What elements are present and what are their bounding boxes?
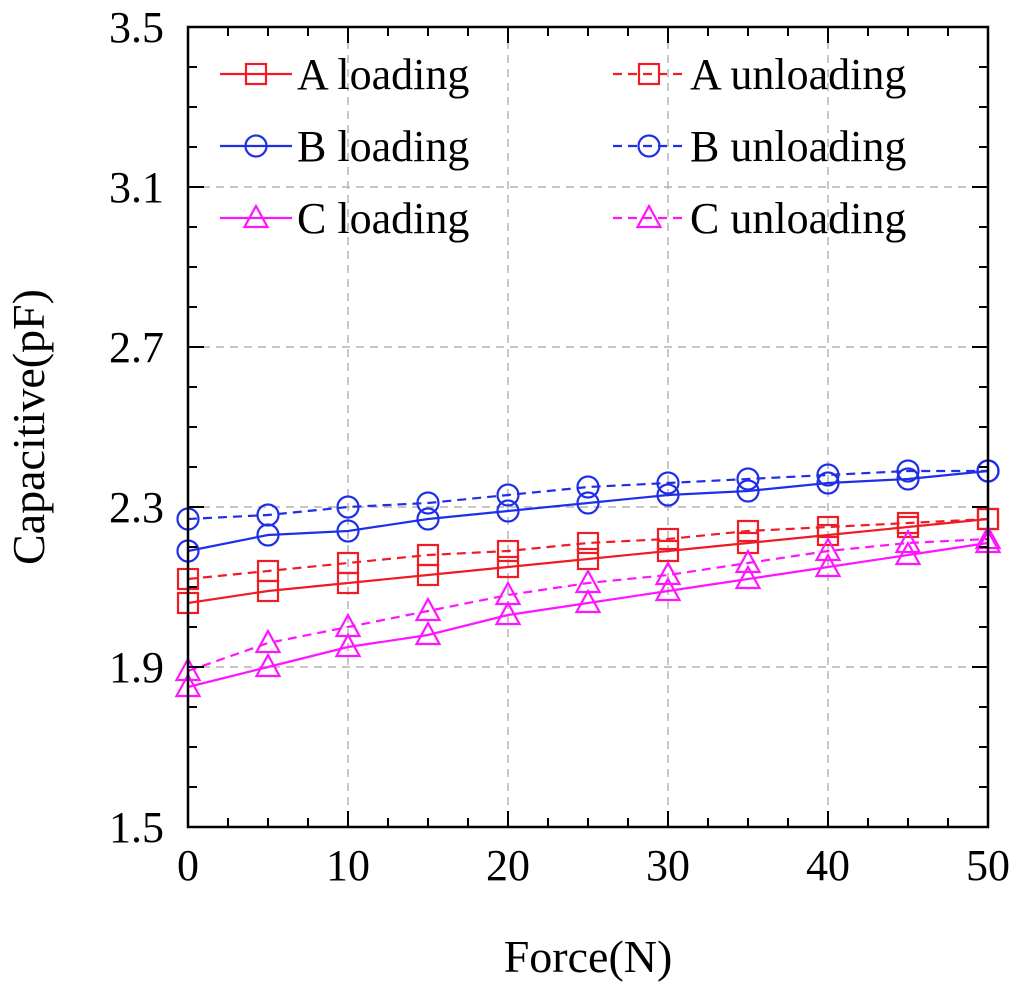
legend-item: A loading xyxy=(220,50,469,99)
series-layer xyxy=(174,459,1002,698)
data-point xyxy=(574,588,602,614)
legend-label: C loading xyxy=(297,194,469,243)
data-point xyxy=(334,632,362,658)
legend-marker xyxy=(242,203,270,229)
y-tick-label: 3.5 xyxy=(109,3,164,52)
y-tick-label: 2.7 xyxy=(109,323,164,372)
x-axis-title: Force(N) xyxy=(504,931,673,982)
series-line xyxy=(187,469,989,553)
legend-item: C unloading xyxy=(613,194,906,243)
data-point xyxy=(496,499,520,523)
series-line xyxy=(187,469,988,521)
x-tick-label: 40 xyxy=(806,841,850,890)
data-point xyxy=(896,467,920,491)
data-point xyxy=(494,600,522,626)
legend-marker xyxy=(637,134,661,158)
legend-label: B loading xyxy=(297,122,469,171)
data-point xyxy=(814,536,842,562)
data-point xyxy=(896,459,920,483)
y-tick-label: 2.3 xyxy=(109,483,164,532)
data-point xyxy=(496,483,520,507)
data-point xyxy=(736,479,760,503)
data-point xyxy=(336,551,360,575)
data-point xyxy=(496,539,520,563)
data-point xyxy=(336,519,360,543)
series-c-loading xyxy=(174,528,1002,698)
legend-marker xyxy=(244,62,268,86)
x-tick-label: 50 xyxy=(966,841,1010,890)
data-point xyxy=(736,467,760,491)
series-b-unloading xyxy=(176,459,1000,531)
data-point xyxy=(574,568,602,594)
data-point xyxy=(656,483,680,507)
data-point xyxy=(254,652,282,678)
legend-label: C unloading xyxy=(690,194,906,243)
data-point xyxy=(496,555,520,579)
legend-item: B loading xyxy=(220,122,469,171)
grid xyxy=(188,27,988,827)
data-point xyxy=(894,528,922,554)
legend-item: C loading xyxy=(220,194,469,243)
data-point xyxy=(814,552,842,578)
tick-labels: 0 10 20 30 40 50 1.5 1.9 2.3 2.7 3.1 3.5 xyxy=(109,3,1010,890)
data-point xyxy=(654,576,682,602)
series-line xyxy=(187,517,989,581)
legend-label: A unloading xyxy=(690,50,906,99)
y-tick-label: 1.5 xyxy=(109,803,164,852)
axes xyxy=(186,25,990,829)
data-point xyxy=(256,559,280,583)
legend-marker xyxy=(637,62,661,86)
data-point xyxy=(736,519,760,543)
data-point xyxy=(656,527,680,551)
series-a-unloading xyxy=(176,507,1000,591)
data-point xyxy=(576,531,600,555)
legend: A loading A unloading B loading B unloading… xyxy=(220,50,906,243)
legend-label: B unloading xyxy=(690,122,906,171)
data-point xyxy=(894,540,922,566)
data-point xyxy=(416,507,440,531)
data-point xyxy=(734,548,762,574)
data-point xyxy=(816,463,840,487)
y-tick-label: 1.9 xyxy=(109,643,164,692)
data-point xyxy=(734,564,762,590)
series-line xyxy=(187,517,989,605)
data-point xyxy=(336,495,360,519)
data-point xyxy=(414,596,442,622)
data-point xyxy=(576,491,600,515)
legend-item: B unloading xyxy=(613,122,906,171)
data-point xyxy=(416,491,440,515)
y-axis-title: Capacitive(pF) xyxy=(3,289,54,565)
data-point xyxy=(816,471,840,495)
data-point xyxy=(334,612,362,638)
series-line xyxy=(187,537,989,673)
x-tick-label: 30 xyxy=(646,841,690,890)
data-point xyxy=(576,475,600,499)
x-tick-label: 0 xyxy=(177,841,199,890)
y-tick-label: 3.1 xyxy=(109,163,164,212)
legend-label: A loading xyxy=(297,50,469,99)
data-point xyxy=(256,503,280,527)
data-point xyxy=(494,580,522,606)
x-tick-label: 10 xyxy=(326,841,370,890)
legend-marker xyxy=(244,134,268,158)
legend-item: A unloading xyxy=(613,50,906,99)
data-point xyxy=(414,620,442,646)
data-point xyxy=(416,543,440,567)
data-point xyxy=(254,628,282,654)
legend-marker xyxy=(635,203,663,229)
data-point xyxy=(656,471,680,495)
series-line xyxy=(187,541,989,689)
data-point xyxy=(654,560,682,586)
x-tick-label: 20 xyxy=(486,841,530,890)
